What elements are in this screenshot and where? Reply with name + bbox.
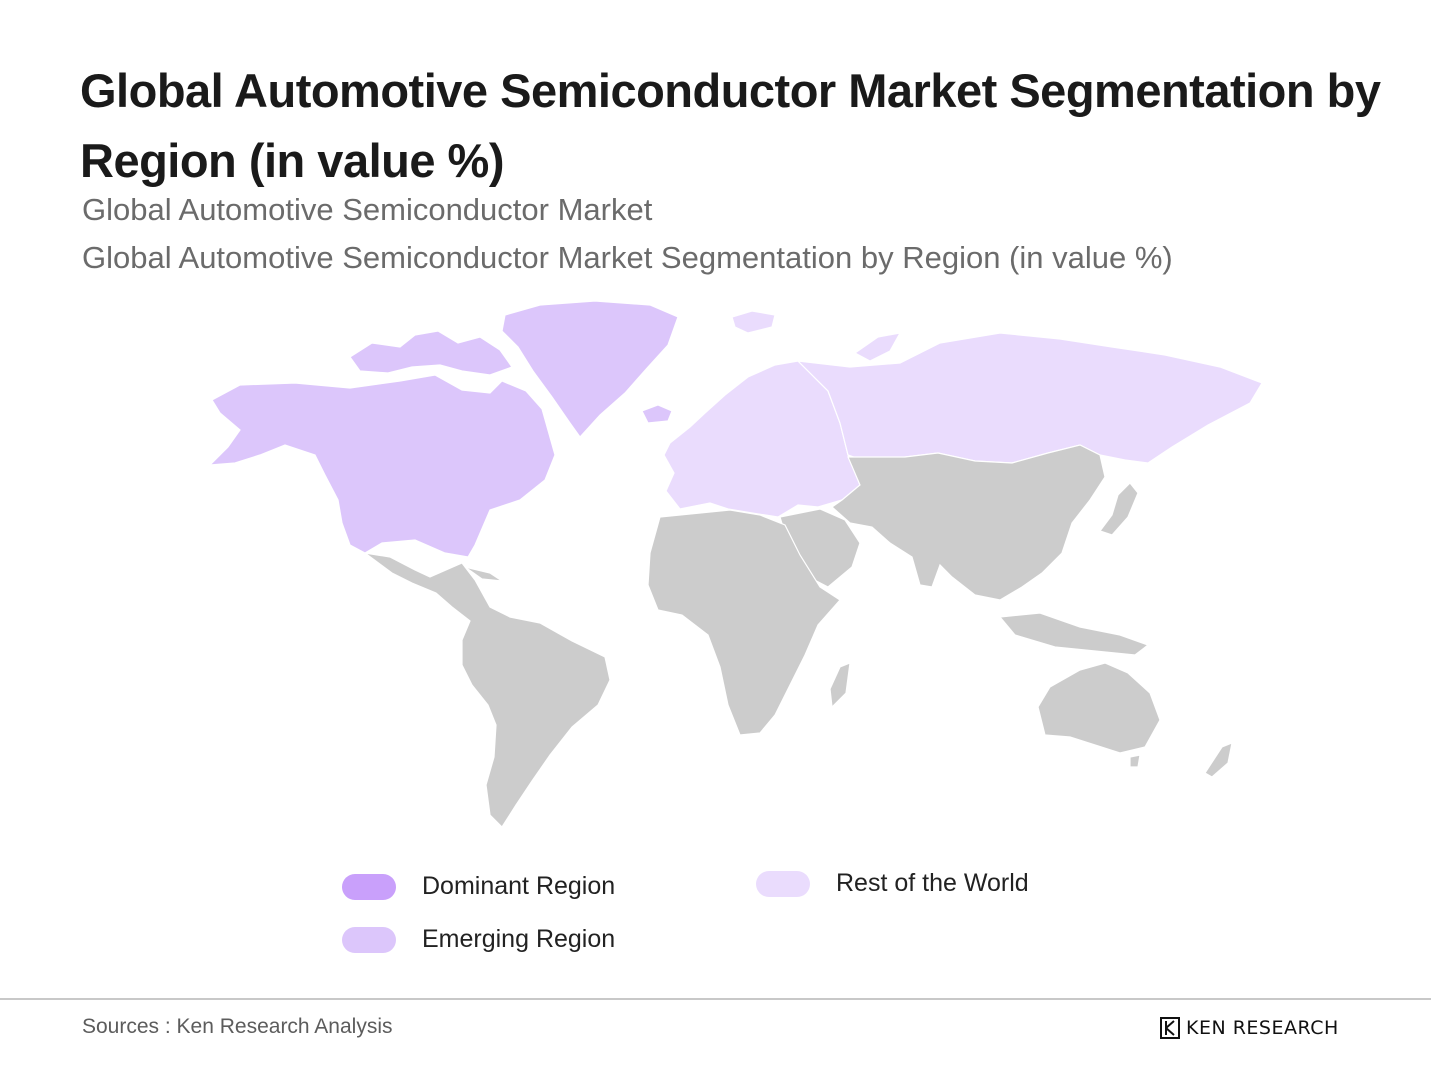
region-svalbard: [731, 310, 776, 334]
region-tasmania: [1129, 754, 1141, 768]
region-japan: [1099, 482, 1139, 536]
world-map: [208, 300, 1263, 828]
region-russian-arctic-islands: [853, 332, 902, 362]
chart-title: Global Automotive Semiconductor Market S…: [80, 64, 1381, 187]
footer-divider: [0, 998, 1431, 1000]
source-note: Sources : Ken Research Analysis: [82, 1015, 393, 1038]
region-latin-america: [364, 552, 611, 828]
region-caribbean: [464, 566, 503, 582]
ken-research-logo-icon: [1160, 1017, 1180, 1039]
region-north-america: [208, 374, 556, 558]
legend-rest-swatch: [756, 870, 810, 897]
chart-subtitle-market: Global Automotive Semiconductor Market: [82, 192, 653, 227]
legend-dominant: Dominant Region: [342, 872, 615, 901]
legend-rest: Rest of the World: [756, 869, 1029, 898]
region-australia: [1037, 662, 1161, 754]
region-greenland: [501, 300, 679, 438]
legend-emerging: Emerging Region: [342, 925, 615, 954]
region-madagascar: [829, 662, 851, 709]
legend-emerging-swatch: [342, 926, 396, 953]
brand: KEN RESEARCH: [1160, 1017, 1339, 1039]
legend-dominant-label: Dominant Region: [422, 872, 616, 900]
region-africa: [647, 509, 841, 736]
chart-subtitle-segmentation: Global Automotive Semiconductor Market S…: [82, 240, 1173, 275]
legend-emerging-label: Emerging Region: [422, 925, 616, 953]
legend-rest-label: Rest of the World: [836, 869, 1029, 897]
region-iceland: [641, 404, 673, 424]
region-maritime-southeast-asia: [998, 612, 1150, 656]
brand-name: KEN RESEARCH: [1186, 1017, 1339, 1039]
region-arctic-islands: [349, 330, 513, 376]
region-new-zealand: [1204, 742, 1233, 778]
region-asia: [831, 444, 1106, 601]
legend-dominant-swatch: [342, 873, 396, 900]
